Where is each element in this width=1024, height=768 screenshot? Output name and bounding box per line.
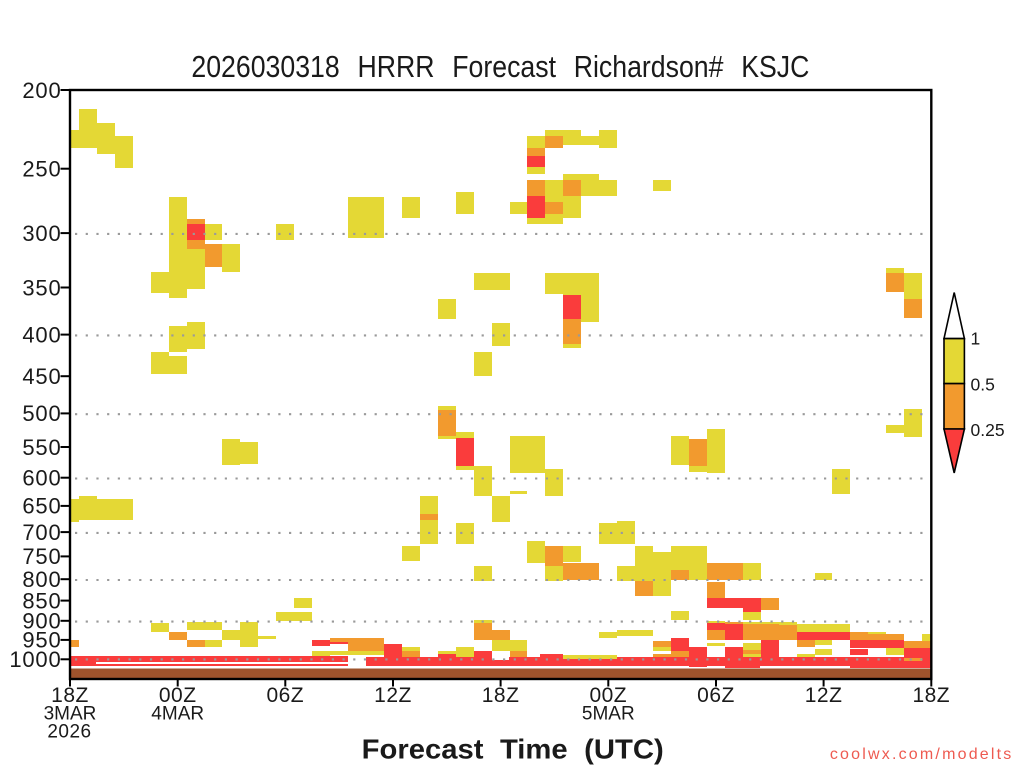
svg-text:2026: 2026 [47,722,91,743]
svg-text:500: 500 [22,401,61,426]
svg-text:00Z: 00Z [589,684,627,707]
svg-text:850: 850 [22,588,61,613]
svg-text:800: 800 [22,567,61,592]
svg-text:250: 250 [22,157,61,182]
svg-text:18Z: 18Z [482,684,520,707]
svg-text:Forecast Time (UTC): Forecast Time (UTC) [362,734,664,765]
svg-text:5MAR: 5MAR [582,704,635,725]
svg-text:0.25: 0.25 [971,420,1005,440]
svg-text:750: 750 [22,544,61,569]
svg-text:06Z: 06Z [697,684,735,707]
svg-text:550: 550 [22,435,61,460]
svg-text:0.5: 0.5 [971,375,995,395]
svg-text:200: 200 [22,78,61,103]
svg-text:2026030318 HRRR Forecast Richa: 2026030318 HRRR Forecast Richardson# KSJ… [191,49,809,84]
svg-text:300: 300 [22,221,61,246]
svg-text:350: 350 [22,275,61,300]
svg-text:900: 900 [22,609,61,634]
svg-text:18Z: 18Z [912,684,950,707]
svg-text:3MAR: 3MAR [44,704,97,725]
svg-text:650: 650 [22,494,61,519]
svg-text:4MAR: 4MAR [151,704,204,725]
svg-text:950: 950 [22,628,61,653]
svg-text:00Z: 00Z [159,684,197,707]
svg-text:600: 600 [22,466,61,491]
svg-text:1000: 1000 [9,647,61,672]
svg-text:06Z: 06Z [266,684,304,707]
svg-text:coolwx.com/modelts: coolwx.com/modelts [830,746,1014,763]
svg-text:12Z: 12Z [805,684,843,707]
svg-text:450: 450 [22,364,61,389]
svg-text:1: 1 [971,329,981,349]
svg-text:12Z: 12Z [374,684,412,707]
svg-text:18Z: 18Z [51,684,89,707]
svg-text:400: 400 [22,322,61,347]
svg-text:700: 700 [22,520,61,545]
